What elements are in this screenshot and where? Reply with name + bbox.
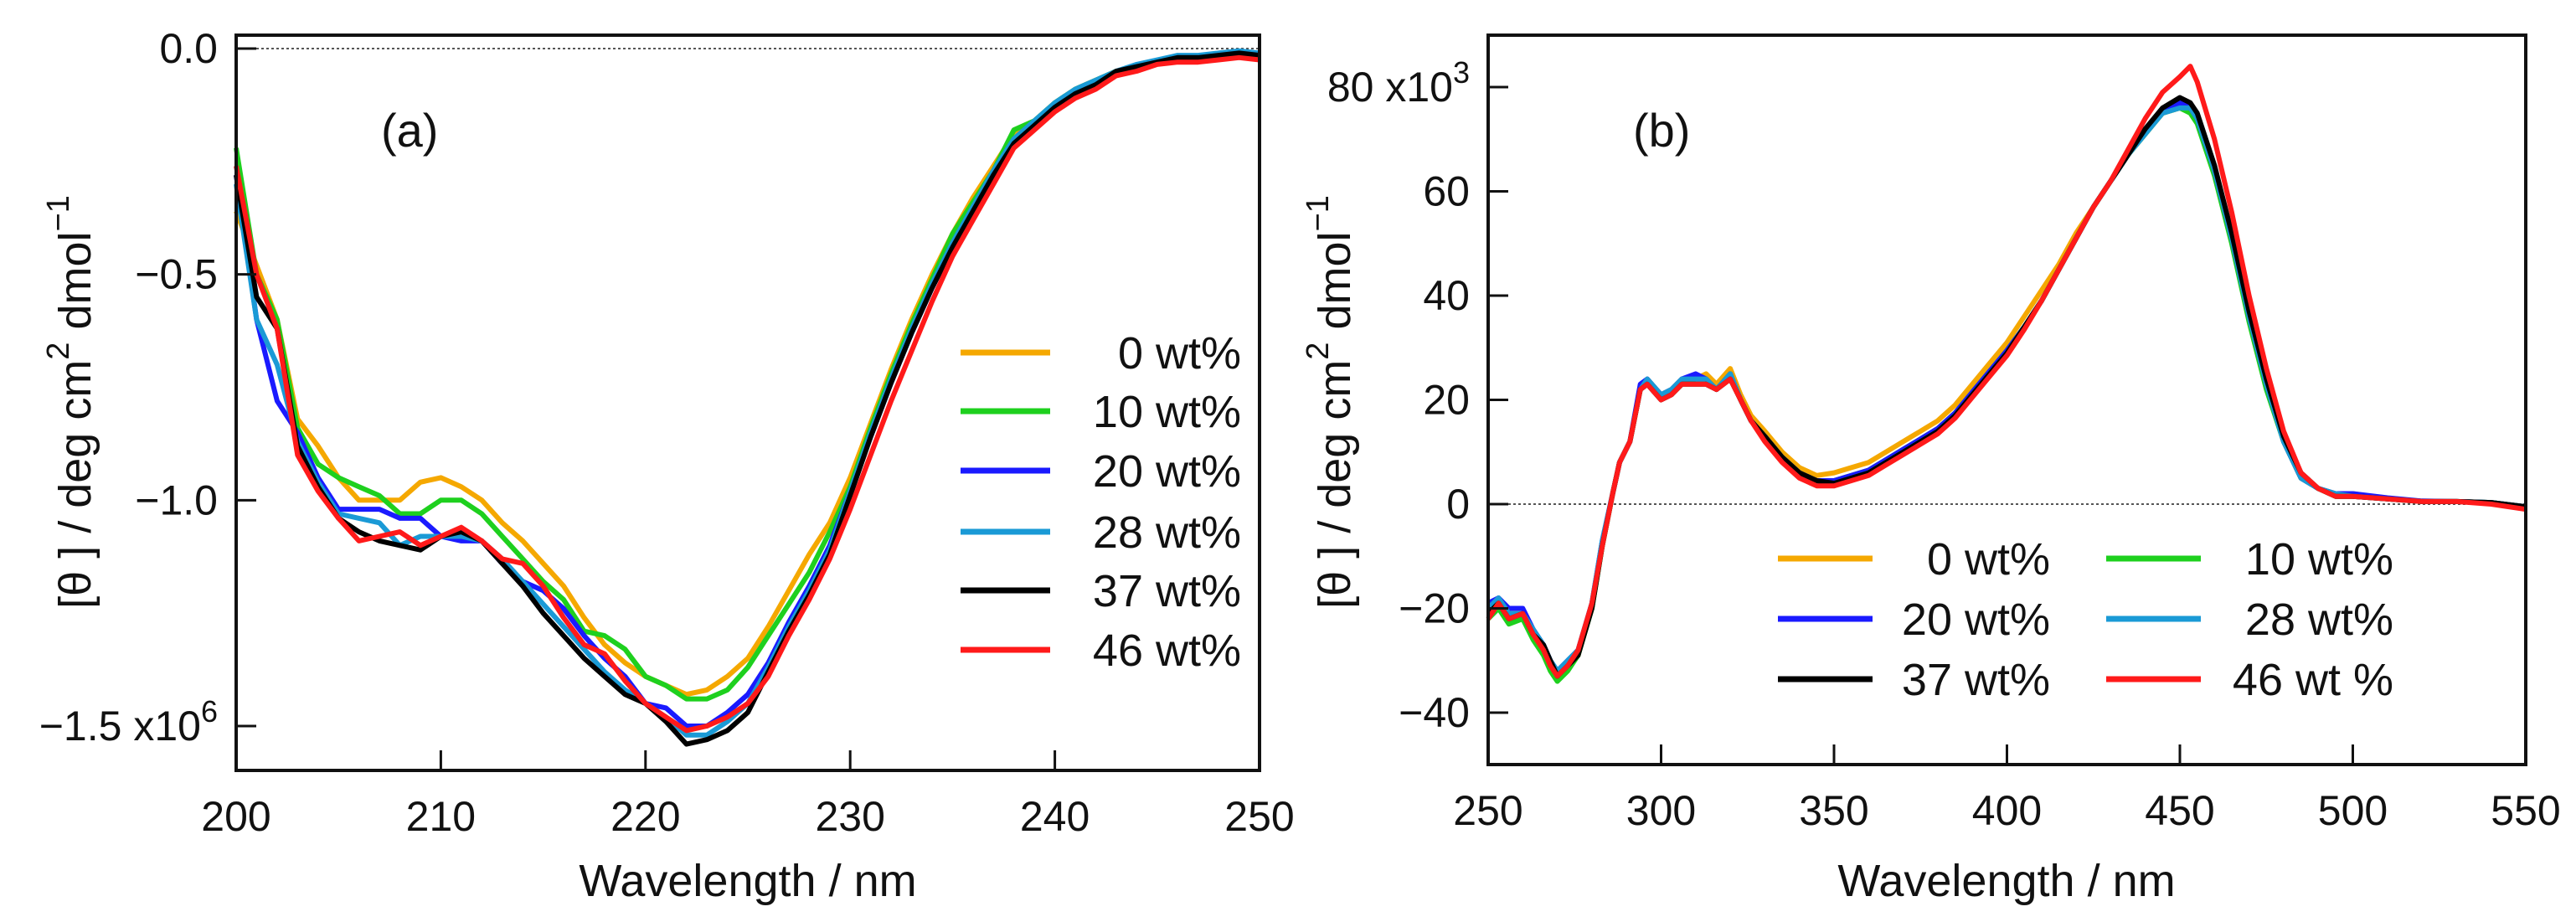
y-tick-label-b: −40 <box>1399 689 1470 736</box>
x-axis-title-a: Wavelength / nm <box>579 856 916 906</box>
y-tick-label-a: 0.0 <box>159 25 218 72</box>
series-line-a-5 <box>234 54 1260 734</box>
panel-label-b: (b) <box>1633 104 1690 157</box>
panel-label-a: (a) <box>381 104 438 157</box>
x-tick-label-b: 350 <box>1799 787 1868 834</box>
x-tick-label-a: 250 <box>1224 793 1294 840</box>
series-line-b-5 <box>1486 64 2527 679</box>
y-tick-label-b: 40 <box>1423 272 1470 319</box>
y-tick-label-b: 60 <box>1423 168 1470 215</box>
y-axis-title-b: [θ ] / deg cm2 dmol−1 <box>1301 195 1360 609</box>
series-line-a-4 <box>234 50 1260 747</box>
x-tick-label-a: 200 <box>201 793 270 840</box>
y-multiplier-a: x10 <box>133 703 201 749</box>
y-tick-label-b: 0 <box>1446 481 1470 528</box>
legend-label-a: 0 wt% <box>1118 328 1241 379</box>
legend-label-a: 37 wt% <box>1093 566 1241 616</box>
legend-label-b: 10 wt% <box>2245 534 2393 585</box>
legend-label-b: 37 wt% <box>1902 655 2050 705</box>
legend-label-a: 10 wt% <box>1093 387 1241 437</box>
x-tick-label-b: 300 <box>1626 787 1696 834</box>
x-tick-label-a: 210 <box>406 793 476 840</box>
y-axis-title-a: [θ ] / deg cm2 dmol−1 <box>41 195 100 609</box>
legend-label-a: 20 wt% <box>1093 446 1241 497</box>
x-tick-label-b: 250 <box>1453 787 1522 834</box>
legend-label-a: 28 wt% <box>1093 507 1241 558</box>
legend-label-b: 20 wt% <box>1902 595 2050 645</box>
x-axis-title-b: Wavelength / nm <box>1837 856 2175 906</box>
chart-panel-b: 250 300 350 400 450 500 550 −40 −20 0 20 40 60 80 x10… <box>1301 33 2561 906</box>
legend-label-a: 46 wt% <box>1093 626 1241 676</box>
x-tick-label-a: 230 <box>815 793 884 840</box>
plot-frame-a <box>234 33 1261 772</box>
legend-label-b: 0 wt% <box>1927 534 2050 585</box>
y-tick-label-b: −20 <box>1399 585 1470 632</box>
legend-label-b: 28 wt% <box>2245 595 2393 645</box>
y-multiplier-b: x10 <box>1385 64 1453 111</box>
x-tick-label-b: 400 <box>1972 787 2042 834</box>
series-line-b-0 <box>1486 105 2527 679</box>
y-tick-label-a: −1.0 <box>135 476 218 523</box>
x-tick-label-a: 220 <box>611 793 680 840</box>
y-tick-label-b: 80 x103 <box>1327 55 1470 111</box>
chart-panel-a: 200 210 220 230 240 250 0.0 −0.5 −1.0 −1.5 x106 (… <box>39 25 1295 906</box>
x-tick-label-b: 550 <box>2491 787 2560 834</box>
y-tick-label-b: 20 <box>1423 377 1470 424</box>
x-tick-label-b: 450 <box>2145 787 2214 834</box>
x-tick-label-a: 240 <box>1020 793 1090 840</box>
legend-label-b: 46 wt % <box>2233 655 2393 705</box>
y-tick-label-a: −1.5 x106 <box>39 694 218 749</box>
y-tick-label-a: −0.5 <box>135 251 218 298</box>
x-tick-label-b: 500 <box>2318 787 2388 834</box>
